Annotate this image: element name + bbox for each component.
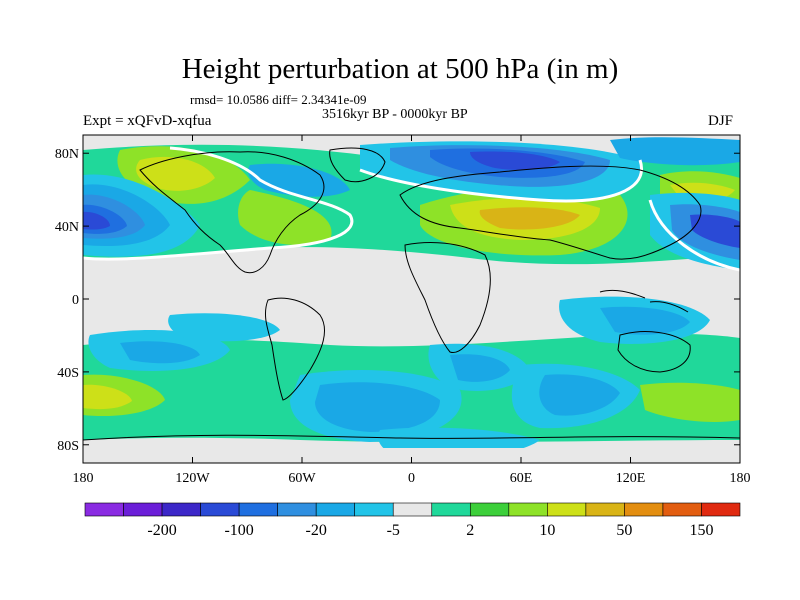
colorbar-swatch-6 [315,502,356,517]
colorbar-swatch-14 [624,502,664,517]
contour-field [83,135,740,463]
coast-south-america [265,297,325,401]
contour-sh-yellow-1 [83,384,132,410]
lon-tick-label: 60W [288,471,316,486]
colorbar-swatch-13 [585,502,625,517]
coastlines [83,147,740,441]
lon-tick-label: 120W [175,471,210,486]
coast-australia [617,331,691,373]
colorbar: -200 -100 -20 -5 2 10 50 150 [84,502,741,539]
lat-tick-label: 80N [55,147,79,162]
zero-contour-atlantic [359,159,643,203]
colorbar-swatch-15 [662,502,702,517]
colorbar-label: -100 [224,522,253,539]
contour-low-eastpac-c [690,214,740,248]
coast-greenland [329,147,386,183]
coast-europe-asia [399,165,702,260]
coast-antarctica [83,434,740,441]
contour-sh-blue-4b [539,374,620,416]
lat-tick-label: 40S [57,366,79,381]
coast-north-america [139,151,325,274]
colorbar-swatch-7 [354,502,394,517]
colorbar-swatch-1 [123,502,163,517]
colorbar-swatch-8 [392,502,433,517]
longitude-axis: 180 120W 60W 0 60E 120E 180 [73,135,751,486]
contour-sh-blue-2b [315,382,440,432]
lon-tick-label: 60E [510,471,533,486]
season-label: DJF [708,113,734,129]
contour-sh-blue-5b [600,306,690,335]
colorbar-swatch-9 [431,502,471,517]
contour-low-arctic [610,137,740,166]
latitude-axis: 80N 40N 0 40S 80S [55,147,740,454]
colorbar-swatch-10 [469,502,510,517]
contour-sh-blue-1b [120,341,200,364]
colorbar-swatch-16 [701,502,741,517]
contour-low-pacific-e [83,211,110,230]
period-line: 3516kyr BP - 0000kyr BP [322,107,468,122]
contour-nh-lime-2 [238,190,332,245]
contour-sh-blue-3b [450,354,510,382]
lon-tick-label: 0 [408,471,415,486]
experiment-label: Expt = xQFvD-xqfua [83,113,212,129]
contour-nh-yellow-1 [136,156,215,191]
contour-low-atlantic-d [470,151,560,170]
colorbar-swatch-3 [200,502,240,517]
colorbar-label: 150 [689,522,713,539]
colorbar-swatch-11 [508,502,548,517]
colorbar-swatch-2 [161,502,201,517]
colorbar-swatch-12 [547,502,587,517]
colorbar-label: 2 [466,522,474,539]
coast-indonesia [599,289,689,313]
map-title: Height perturbation at 500 hPa (in m) [181,53,619,85]
colorbar-swatch-4 [238,502,278,517]
coast-africa [404,241,491,354]
zero-contours [83,146,740,272]
colorbar-label: -200 [147,522,176,539]
lat-tick-label: 40N [55,220,79,235]
lat-tick-label: 0 [72,293,79,308]
colorbar-swatch-0 [84,502,124,517]
contour-nh-orange-1 [479,207,580,230]
colorbar-label: -5 [387,522,400,539]
contour-sh-blue-6 [168,313,280,342]
stats-line: rmsd= 10.0586 diff= 2.34341e-09 [190,92,367,107]
contour-sh-lime-2 [640,382,740,422]
lon-tick-label: 120E [616,471,646,486]
contour-south-polar-band [83,448,740,463]
zero-contour-eastpac [648,199,740,272]
colorbar-label: -20 [306,522,327,539]
colorbar-swatch-5 [277,502,317,517]
lon-tick-label: 180 [73,471,94,486]
lat-tick-label: 80S [57,439,79,454]
colorbar-label: 10 [539,522,555,539]
colorbar-label: 50 [616,522,632,539]
lon-tick-label: 180 [730,471,751,486]
zero-contour-pacific [83,146,354,261]
